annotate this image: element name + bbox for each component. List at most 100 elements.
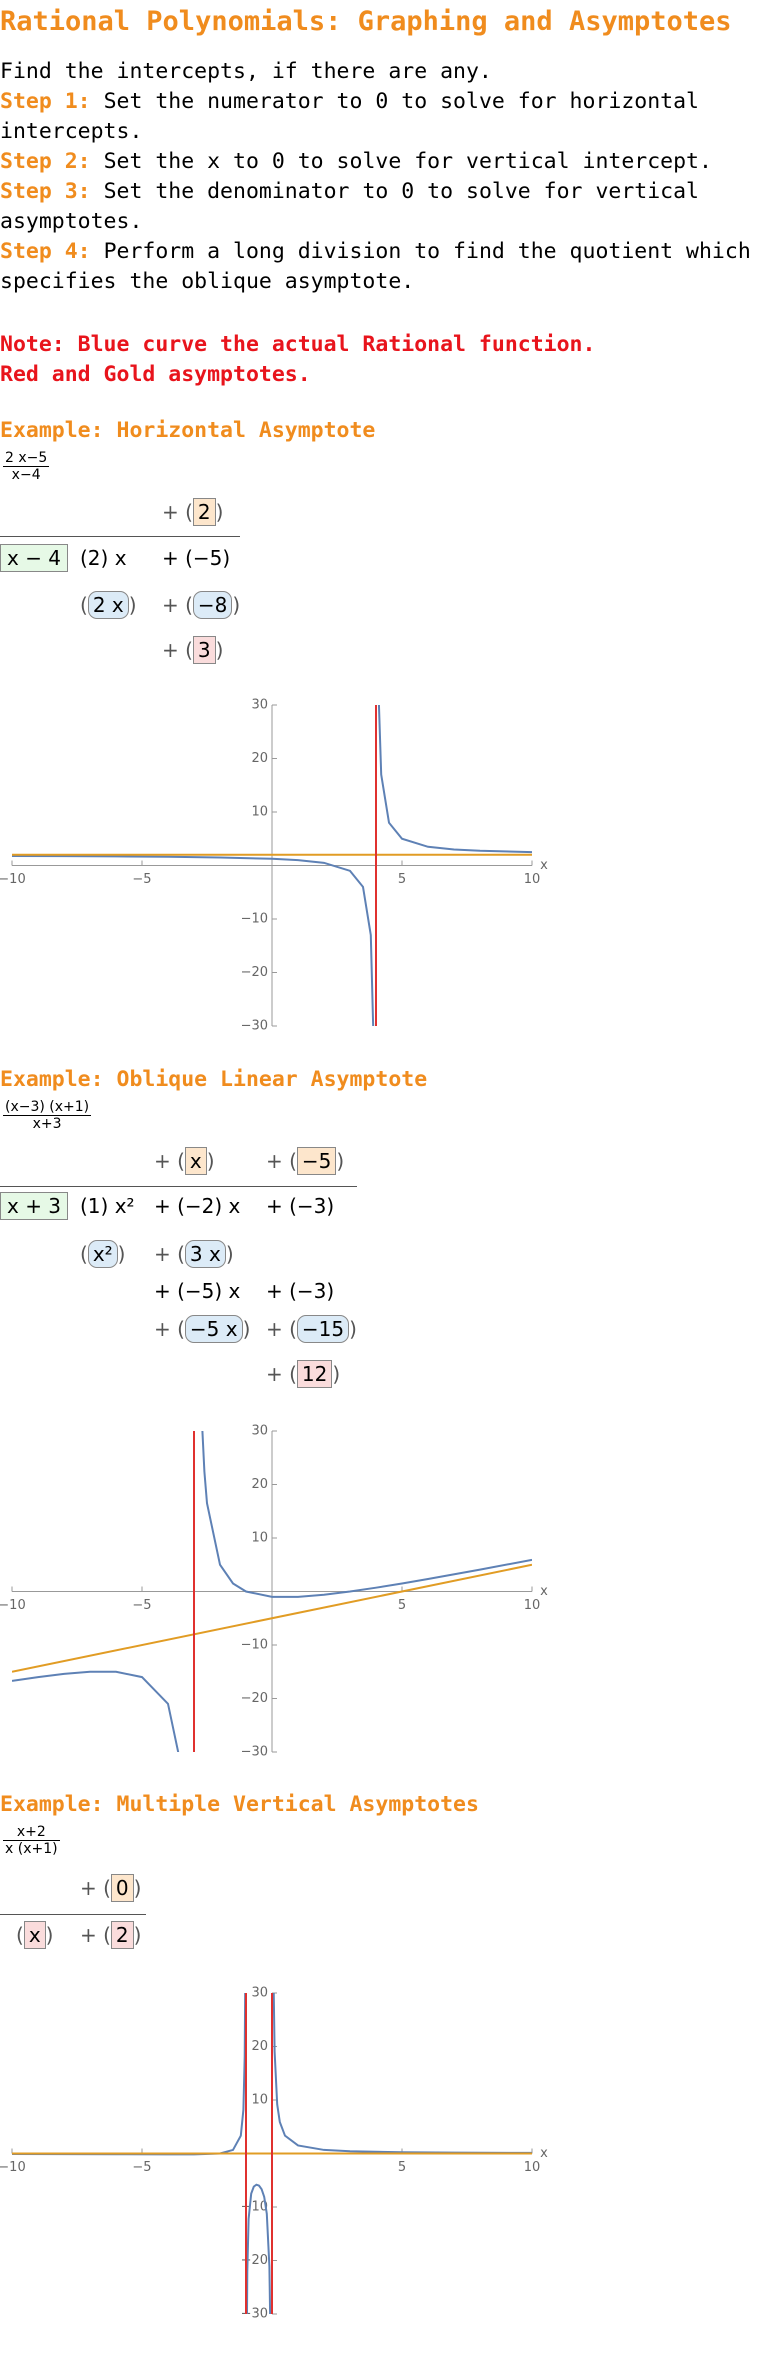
- boxed-term: x²: [87, 1240, 118, 1268]
- paren-open: + (: [80, 1923, 111, 1947]
- y-tick-label: −30: [241, 1019, 268, 1034]
- x-tick-label: 5: [398, 2160, 406, 2175]
- plot-area: [12, 1993, 532, 2314]
- boxed-term: −5 x: [184, 1315, 243, 1343]
- step-text: Perform a long division to find the quot…: [0, 239, 751, 294]
- y-tick-label: −10: [241, 1638, 268, 1653]
- y-tick-label: 10: [251, 1531, 268, 1546]
- chart: x −10 −5 5 10 −30 −20 −10 10 20 30: [0, 698, 548, 1034]
- plot-area: [12, 705, 532, 1026]
- fraction: 2 x−5 x−4: [3, 450, 50, 483]
- paren-close: ): [225, 1242, 234, 1266]
- paren-close: ): [45, 1923, 54, 1947]
- step-label: Step 4:: [0, 239, 91, 264]
- term: + (−3): [266, 1194, 335, 1218]
- numerator: 2 x−5: [3, 450, 50, 467]
- boxed-term: 2 x: [87, 591, 129, 619]
- y-tick-label: 30: [251, 1424, 268, 1439]
- y-tick-label: −30: [241, 2307, 268, 2322]
- denominator: x−4: [11, 467, 41, 483]
- division-cell: (x²): [80, 1239, 125, 1269]
- y-tick-label: 20: [251, 1477, 268, 1492]
- paren-open: + (: [154, 1317, 185, 1341]
- step-text: Set the denominator to 0 to solve for ve…: [0, 179, 699, 234]
- boxed-term: −8: [192, 591, 233, 619]
- paren-open: (: [80, 593, 88, 617]
- division-cell: + (x): [154, 1146, 215, 1176]
- page-title: Rational Polynomials: Graphing and Asymp…: [0, 6, 732, 37]
- y-tick-label: 10: [251, 2093, 268, 2108]
- division-cell: + (−5) x: [154, 1276, 240, 1306]
- paren-close: ): [128, 593, 137, 617]
- denominator: x+3: [32, 1116, 62, 1132]
- y-tick-label: −20: [241, 1691, 268, 1706]
- numerator: x+2: [3, 1824, 60, 1841]
- x-tick-label: −5: [132, 2160, 151, 2175]
- note-line: Red and Gold asymptotes.: [0, 362, 311, 387]
- step: Step 4: Perform a long division to find …: [0, 237, 765, 297]
- division-cell: x − 4: [0, 543, 69, 573]
- division-cell: + (2): [162, 497, 223, 527]
- step-label: Step 2:: [0, 149, 91, 174]
- x-axis-label: x: [540, 858, 548, 873]
- division-cell: (1) x²: [80, 1191, 135, 1221]
- paren-open: (: [80, 1242, 88, 1266]
- y-tick-label: 20: [251, 751, 268, 766]
- boxed-term: 3: [192, 636, 216, 664]
- division-cell: + (−2) x: [154, 1191, 240, 1221]
- y-tick-label: 20: [251, 2039, 268, 2054]
- y-tick-label: 10: [251, 805, 268, 820]
- paren-close: ): [206, 1149, 215, 1173]
- term: + (−5) x: [154, 1279, 241, 1303]
- x-tick-label: −10: [0, 872, 26, 887]
- x-tick-label: 10: [524, 1598, 541, 1613]
- paren-open: + (: [154, 1242, 185, 1266]
- x-axis-label: x: [540, 1584, 548, 1599]
- x-tick-label: −10: [0, 1598, 26, 1613]
- paren-open: + (: [162, 638, 193, 662]
- x-tick-label: 10: [524, 872, 541, 887]
- paren-open: + (: [162, 593, 193, 617]
- paren-close: ): [215, 500, 224, 524]
- x-tick-label: −10: [0, 2160, 26, 2175]
- boxed-term: x + 3: [0, 1192, 69, 1220]
- division-rule: [0, 1914, 146, 1915]
- term: (1) x²: [80, 1194, 135, 1218]
- division-cell: + (−15): [266, 1314, 357, 1344]
- paren-close: ): [242, 1317, 251, 1341]
- y-tick-label: 30: [251, 698, 268, 713]
- step-text: Set the x to 0 to solve for vertical int…: [103, 149, 712, 174]
- division-cell: + (−8): [162, 590, 240, 620]
- boxed-term: −15: [296, 1315, 350, 1343]
- paren-open: + (: [162, 500, 193, 524]
- boxed-term: x: [184, 1147, 207, 1175]
- y-tick-label: −20: [241, 965, 268, 980]
- paren-open: (: [16, 1923, 24, 1947]
- boxed-term: x: [23, 1921, 46, 1949]
- paren-close: ): [133, 1876, 142, 1900]
- division-cell: + (12): [266, 1359, 340, 1389]
- division-cell: + (0): [80, 1873, 141, 1903]
- paren-open: + (: [266, 1317, 297, 1341]
- asymptote: [12, 1563, 532, 1673]
- boxed-term: 0: [110, 1874, 134, 1902]
- paren-close: ): [332, 1362, 341, 1386]
- boxed-term: 2: [192, 498, 216, 526]
- division-cell: + (3): [162, 635, 223, 665]
- paren-open: + (: [154, 1149, 185, 1173]
- paren-open: + (: [266, 1362, 297, 1386]
- denominator: x (x+1): [5, 1841, 58, 1857]
- chart: x −10 −5 5 10 −30 −20 −10 10 20 30: [0, 1986, 548, 2322]
- y-tick-label: −20: [241, 2253, 268, 2268]
- step: Step 3: Set the denominator to 0 to solv…: [0, 177, 765, 237]
- example-title: Example: Oblique Linear Asymptote: [0, 1067, 428, 1092]
- paren-close: ): [215, 638, 224, 662]
- x-tick-label: −5: [132, 872, 151, 887]
- instructions: Find the intercepts, if there are any. S…: [0, 57, 765, 297]
- division-rule: [0, 536, 240, 537]
- term: + (−3): [266, 1279, 335, 1303]
- paren-close: ): [349, 1317, 357, 1341]
- x-axis-label: x: [540, 2146, 548, 2161]
- division-cell: + (−3): [266, 1276, 334, 1306]
- step: Step 2: Set the x to 0 to solve for vert…: [0, 147, 765, 177]
